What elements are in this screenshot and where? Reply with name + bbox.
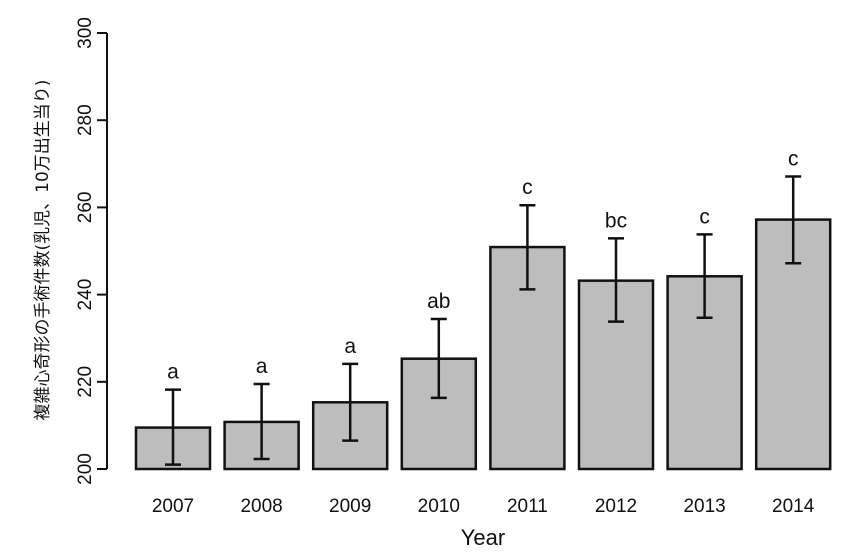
y-tick-label: 300 [75, 17, 96, 49]
x-tick-label: 2008 [240, 496, 282, 517]
y-tick-label: 240 [75, 279, 96, 311]
group-label: ab [427, 290, 450, 313]
y-tick-label: 220 [75, 366, 96, 398]
x-tick-label: 2013 [683, 496, 725, 517]
error-bar [785, 175, 802, 265]
error-bar [696, 233, 713, 319]
group-label: c [788, 147, 799, 170]
error-bars [165, 175, 802, 466]
group-label: c [522, 176, 533, 199]
error-bar [253, 382, 270, 461]
x-axis-title: Year [461, 525, 505, 550]
y-axis-title: 複雑心奇形の手術件数(乳児、10万出生当り) [33, 80, 53, 421]
x-tick-label: 2012 [595, 496, 637, 517]
x-tick-label: 2011 [507, 496, 548, 517]
group-label: c [699, 205, 710, 228]
group-label: a [167, 361, 179, 384]
error-bar [165, 388, 181, 466]
y-tick-label: 260 [75, 192, 96, 224]
error-bar [342, 362, 359, 442]
y-tick-label: 200 [75, 453, 96, 485]
error-bar [430, 317, 447, 400]
bar [754, 218, 832, 471]
error-bar [608, 237, 624, 323]
x-tick-label: 2007 [152, 496, 194, 517]
group-label: a [344, 335, 356, 358]
y-tick-label: 280 [75, 104, 96, 136]
bar [666, 275, 743, 471]
x-tick-label: 2009 [329, 496, 371, 517]
x-tick-label: 2010 [418, 496, 460, 517]
group-label: bc [605, 209, 627, 232]
y-axis: 200 220 240 260 280 300 [75, 17, 108, 485]
x-tick-label: 2014 [772, 496, 815, 517]
x-tick-labels: 2007 2008 2009 2010 2011 2012 2013 2014 [152, 496, 815, 517]
error-bar [519, 203, 536, 291]
bars [134, 218, 832, 471]
group-labels: a a a ab c bc c c [167, 147, 798, 383]
group-label: a [256, 355, 268, 378]
